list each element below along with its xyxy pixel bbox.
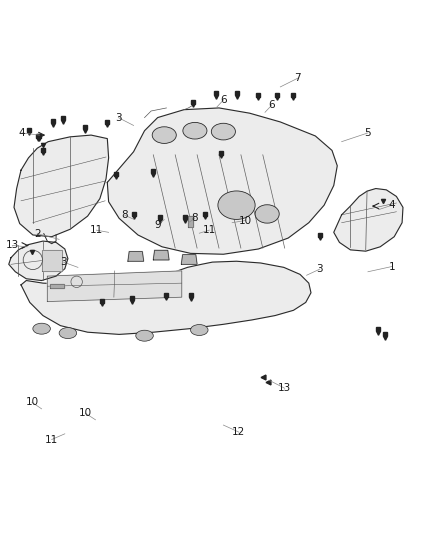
Ellipse shape — [218, 191, 255, 220]
Polygon shape — [14, 135, 109, 237]
Ellipse shape — [183, 123, 207, 139]
Text: 10: 10 — [79, 408, 92, 418]
Text: 2: 2 — [34, 229, 41, 239]
Polygon shape — [153, 251, 169, 260]
Ellipse shape — [191, 325, 208, 335]
Ellipse shape — [33, 323, 50, 334]
Text: 3: 3 — [60, 257, 67, 267]
Text: 11: 11 — [45, 434, 58, 445]
Polygon shape — [128, 252, 144, 261]
Text: 9: 9 — [154, 220, 161, 230]
Polygon shape — [334, 189, 403, 251]
Text: 13: 13 — [6, 240, 19, 251]
Text: 3: 3 — [316, 264, 323, 274]
Ellipse shape — [59, 328, 77, 338]
Polygon shape — [42, 250, 62, 271]
Ellipse shape — [255, 205, 279, 223]
Text: 6: 6 — [220, 95, 227, 105]
Text: 3: 3 — [115, 112, 122, 123]
Polygon shape — [188, 216, 193, 227]
Ellipse shape — [136, 330, 153, 341]
Text: 1: 1 — [389, 262, 396, 271]
Polygon shape — [107, 108, 337, 254]
Polygon shape — [50, 284, 64, 288]
Text: 4: 4 — [18, 128, 25, 138]
Polygon shape — [9, 241, 68, 280]
Polygon shape — [21, 261, 311, 334]
Text: 13: 13 — [278, 383, 291, 393]
Polygon shape — [47, 271, 182, 302]
Text: 6: 6 — [268, 100, 275, 110]
Text: 11: 11 — [203, 225, 216, 235]
Text: 10: 10 — [25, 397, 39, 407]
Ellipse shape — [211, 123, 236, 140]
Text: 11: 11 — [90, 225, 103, 235]
Ellipse shape — [152, 127, 176, 143]
Text: 8: 8 — [121, 210, 128, 220]
Polygon shape — [181, 255, 197, 264]
Text: 10: 10 — [239, 215, 252, 225]
Text: 12: 12 — [232, 427, 245, 437]
Text: 7: 7 — [294, 73, 301, 83]
Text: 4: 4 — [389, 200, 396, 210]
Text: 5: 5 — [364, 128, 371, 138]
Text: 8: 8 — [191, 213, 198, 223]
